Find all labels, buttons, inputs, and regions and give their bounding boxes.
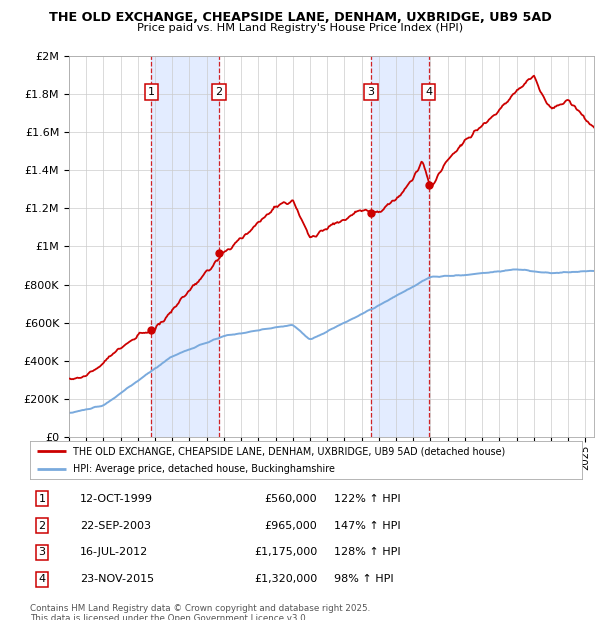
Bar	[151, 56, 219, 437]
Text: £560,000: £560,000	[265, 494, 317, 504]
Text: £1,175,000: £1,175,000	[254, 547, 317, 557]
Text: THE OLD EXCHANGE, CHEAPSIDE LANE, DENHAM, UXBRIDGE, UB9 5AD: THE OLD EXCHANGE, CHEAPSIDE LANE, DENHAM…	[49, 11, 551, 24]
Text: Contains HM Land Registry data © Crown copyright and database right 2025.: Contains HM Land Registry data © Crown c…	[30, 604, 370, 613]
Point	[146, 326, 156, 335]
Text: 16-JUL-2012: 16-JUL-2012	[80, 547, 148, 557]
Text: 147% ↑ HPI: 147% ↑ HPI	[334, 521, 400, 531]
Text: This data is licensed under the Open Government Licence v3.0.: This data is licensed under the Open Gov…	[30, 614, 308, 620]
Point	[424, 180, 433, 190]
Text: 3: 3	[38, 547, 46, 557]
Text: Price paid vs. HM Land Registry's House Price Index (HPI): Price paid vs. HM Land Registry's House …	[137, 23, 463, 33]
Text: 2: 2	[215, 87, 223, 97]
Text: 23-NOV-2015: 23-NOV-2015	[80, 574, 154, 584]
Text: 3: 3	[367, 87, 374, 97]
Text: THE OLD EXCHANGE, CHEAPSIDE LANE, DENHAM, UXBRIDGE, UB9 5AD (detached house): THE OLD EXCHANGE, CHEAPSIDE LANE, DENHAM…	[73, 446, 505, 456]
Point	[214, 248, 224, 258]
Text: £965,000: £965,000	[264, 521, 317, 531]
Text: 4: 4	[38, 574, 46, 584]
Point	[366, 208, 376, 218]
Text: 128% ↑ HPI: 128% ↑ HPI	[334, 547, 400, 557]
Text: HPI: Average price, detached house, Buckinghamshire: HPI: Average price, detached house, Buck…	[73, 464, 335, 474]
Text: 2: 2	[38, 521, 46, 531]
Text: 122% ↑ HPI: 122% ↑ HPI	[334, 494, 400, 504]
Text: 4: 4	[425, 87, 432, 97]
Text: £1,320,000: £1,320,000	[254, 574, 317, 584]
Bar	[371, 56, 428, 437]
Text: 22-SEP-2003: 22-SEP-2003	[80, 521, 151, 531]
Text: 12-OCT-1999: 12-OCT-1999	[80, 494, 152, 504]
Text: 98% ↑ HPI: 98% ↑ HPI	[334, 574, 393, 584]
Text: 1: 1	[38, 494, 46, 504]
Text: 1: 1	[148, 87, 155, 97]
